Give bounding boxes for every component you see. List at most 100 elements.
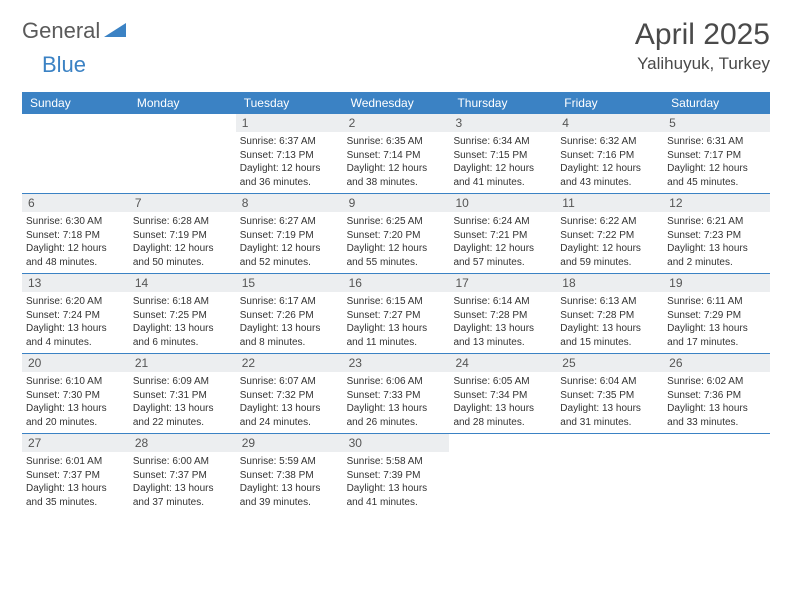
- day-header-cell: Tuesday: [236, 92, 343, 114]
- day-cell: 2Sunrise: 6:35 AMSunset: 7:14 PMDaylight…: [343, 114, 450, 193]
- day-number: 9: [343, 194, 450, 212]
- day-number: 19: [663, 274, 770, 292]
- day-cell: 10Sunrise: 6:24 AMSunset: 7:21 PMDayligh…: [449, 194, 556, 273]
- day-number: 13: [22, 274, 129, 292]
- day-header-row: SundayMondayTuesdayWednesdayThursdayFrid…: [22, 92, 770, 114]
- day-number: 5: [663, 114, 770, 132]
- day-number: 2: [343, 114, 450, 132]
- day-number: 28: [129, 434, 236, 452]
- day-number: 11: [556, 194, 663, 212]
- day-number: 21: [129, 354, 236, 372]
- day-cell: 21Sunrise: 6:09 AMSunset: 7:31 PMDayligh…: [129, 354, 236, 433]
- day-cell: 27Sunrise: 6:01 AMSunset: 7:37 PMDayligh…: [22, 434, 129, 513]
- day-number: 30: [343, 434, 450, 452]
- week-row: 1Sunrise: 6:37 AMSunset: 7:13 PMDaylight…: [22, 114, 770, 194]
- day-number: 3: [449, 114, 556, 132]
- day-data: Sunrise: 6:37 AMSunset: 7:13 PMDaylight:…: [236, 132, 343, 193]
- day-number: 10: [449, 194, 556, 212]
- day-data: Sunrise: 6:18 AMSunset: 7:25 PMDaylight:…: [129, 292, 236, 353]
- day-header-cell: Wednesday: [343, 92, 450, 114]
- day-data: Sunrise: 6:11 AMSunset: 7:29 PMDaylight:…: [663, 292, 770, 353]
- day-data: Sunrise: 6:00 AMSunset: 7:37 PMDaylight:…: [129, 452, 236, 513]
- day-cell: 9Sunrise: 6:25 AMSunset: 7:20 PMDaylight…: [343, 194, 450, 273]
- day-data: Sunrise: 6:06 AMSunset: 7:33 PMDaylight:…: [343, 372, 450, 433]
- day-data: Sunrise: 6:24 AMSunset: 7:21 PMDaylight:…: [449, 212, 556, 273]
- day-number: 17: [449, 274, 556, 292]
- day-cell: 14Sunrise: 6:18 AMSunset: 7:25 PMDayligh…: [129, 274, 236, 353]
- empty-cell: [663, 434, 770, 513]
- day-data: Sunrise: 6:32 AMSunset: 7:16 PMDaylight:…: [556, 132, 663, 193]
- day-cell: 1Sunrise: 6:37 AMSunset: 7:13 PMDaylight…: [236, 114, 343, 193]
- logo: General: [22, 18, 128, 44]
- empty-cell: [556, 434, 663, 513]
- day-number: 22: [236, 354, 343, 372]
- day-number: 23: [343, 354, 450, 372]
- day-header-cell: Sunday: [22, 92, 129, 114]
- day-cell: 6Sunrise: 6:30 AMSunset: 7:18 PMDaylight…: [22, 194, 129, 273]
- day-data: Sunrise: 6:07 AMSunset: 7:32 PMDaylight:…: [236, 372, 343, 433]
- day-number: 8: [236, 194, 343, 212]
- day-number: 6: [22, 194, 129, 212]
- week-row: 27Sunrise: 6:01 AMSunset: 7:37 PMDayligh…: [22, 434, 770, 513]
- week-row: 13Sunrise: 6:20 AMSunset: 7:24 PMDayligh…: [22, 274, 770, 354]
- day-cell: 8Sunrise: 6:27 AMSunset: 7:19 PMDaylight…: [236, 194, 343, 273]
- day-cell: 26Sunrise: 6:02 AMSunset: 7:36 PMDayligh…: [663, 354, 770, 433]
- day-cell: 18Sunrise: 6:13 AMSunset: 7:28 PMDayligh…: [556, 274, 663, 353]
- logo-word1: General: [22, 18, 100, 44]
- day-number: 20: [22, 354, 129, 372]
- day-cell: 3Sunrise: 6:34 AMSunset: 7:15 PMDaylight…: [449, 114, 556, 193]
- day-number: 24: [449, 354, 556, 372]
- empty-cell: [449, 434, 556, 513]
- day-data: Sunrise: 6:10 AMSunset: 7:30 PMDaylight:…: [22, 372, 129, 433]
- day-data: Sunrise: 6:28 AMSunset: 7:19 PMDaylight:…: [129, 212, 236, 273]
- day-number: 7: [129, 194, 236, 212]
- day-data: Sunrise: 6:21 AMSunset: 7:23 PMDaylight:…: [663, 212, 770, 273]
- day-cell: 4Sunrise: 6:32 AMSunset: 7:16 PMDaylight…: [556, 114, 663, 193]
- day-cell: 5Sunrise: 6:31 AMSunset: 7:17 PMDaylight…: [663, 114, 770, 193]
- day-data: Sunrise: 6:15 AMSunset: 7:27 PMDaylight:…: [343, 292, 450, 353]
- day-cell: 7Sunrise: 6:28 AMSunset: 7:19 PMDaylight…: [129, 194, 236, 273]
- day-header-cell: Monday: [129, 92, 236, 114]
- day-number: 14: [129, 274, 236, 292]
- day-cell: 16Sunrise: 6:15 AMSunset: 7:27 PMDayligh…: [343, 274, 450, 353]
- day-data: Sunrise: 6:17 AMSunset: 7:26 PMDaylight:…: [236, 292, 343, 353]
- day-cell: 25Sunrise: 6:04 AMSunset: 7:35 PMDayligh…: [556, 354, 663, 433]
- day-data: Sunrise: 6:20 AMSunset: 7:24 PMDaylight:…: [22, 292, 129, 353]
- day-data: Sunrise: 5:59 AMSunset: 7:38 PMDaylight:…: [236, 452, 343, 513]
- day-cell: 28Sunrise: 6:00 AMSunset: 7:37 PMDayligh…: [129, 434, 236, 513]
- day-data: Sunrise: 6:25 AMSunset: 7:20 PMDaylight:…: [343, 212, 450, 273]
- day-number: 1: [236, 114, 343, 132]
- day-data: Sunrise: 6:13 AMSunset: 7:28 PMDaylight:…: [556, 292, 663, 353]
- day-data: Sunrise: 6:27 AMSunset: 7:19 PMDaylight:…: [236, 212, 343, 273]
- week-row: 20Sunrise: 6:10 AMSunset: 7:30 PMDayligh…: [22, 354, 770, 434]
- day-data: Sunrise: 6:05 AMSunset: 7:34 PMDaylight:…: [449, 372, 556, 433]
- day-number: 26: [663, 354, 770, 372]
- day-number: 27: [22, 434, 129, 452]
- day-cell: 11Sunrise: 6:22 AMSunset: 7:22 PMDayligh…: [556, 194, 663, 273]
- day-data: Sunrise: 6:30 AMSunset: 7:18 PMDaylight:…: [22, 212, 129, 273]
- day-data: Sunrise: 6:02 AMSunset: 7:36 PMDaylight:…: [663, 372, 770, 433]
- day-number: 16: [343, 274, 450, 292]
- day-cell: 19Sunrise: 6:11 AMSunset: 7:29 PMDayligh…: [663, 274, 770, 353]
- day-number: 29: [236, 434, 343, 452]
- day-number: 18: [556, 274, 663, 292]
- day-data: Sunrise: 6:34 AMSunset: 7:15 PMDaylight:…: [449, 132, 556, 193]
- logo-triangle-icon: [104, 21, 126, 42]
- day-cell: 20Sunrise: 6:10 AMSunset: 7:30 PMDayligh…: [22, 354, 129, 433]
- day-data: Sunrise: 6:14 AMSunset: 7:28 PMDaylight:…: [449, 292, 556, 353]
- day-data: Sunrise: 6:09 AMSunset: 7:31 PMDaylight:…: [129, 372, 236, 433]
- day-cell: 15Sunrise: 6:17 AMSunset: 7:26 PMDayligh…: [236, 274, 343, 353]
- logo-word2: Blue: [42, 52, 86, 78]
- day-data: Sunrise: 6:04 AMSunset: 7:35 PMDaylight:…: [556, 372, 663, 433]
- day-number: 4: [556, 114, 663, 132]
- day-number: 15: [236, 274, 343, 292]
- day-data: Sunrise: 6:35 AMSunset: 7:14 PMDaylight:…: [343, 132, 450, 193]
- day-cell: 17Sunrise: 6:14 AMSunset: 7:28 PMDayligh…: [449, 274, 556, 353]
- day-number: 12: [663, 194, 770, 212]
- day-data: Sunrise: 6:01 AMSunset: 7:37 PMDaylight:…: [22, 452, 129, 513]
- day-header-cell: Friday: [556, 92, 663, 114]
- day-cell: 12Sunrise: 6:21 AMSunset: 7:23 PMDayligh…: [663, 194, 770, 273]
- location: Yalihuyuk, Turkey: [635, 54, 770, 74]
- day-cell: 29Sunrise: 5:59 AMSunset: 7:38 PMDayligh…: [236, 434, 343, 513]
- empty-cell: [129, 114, 236, 193]
